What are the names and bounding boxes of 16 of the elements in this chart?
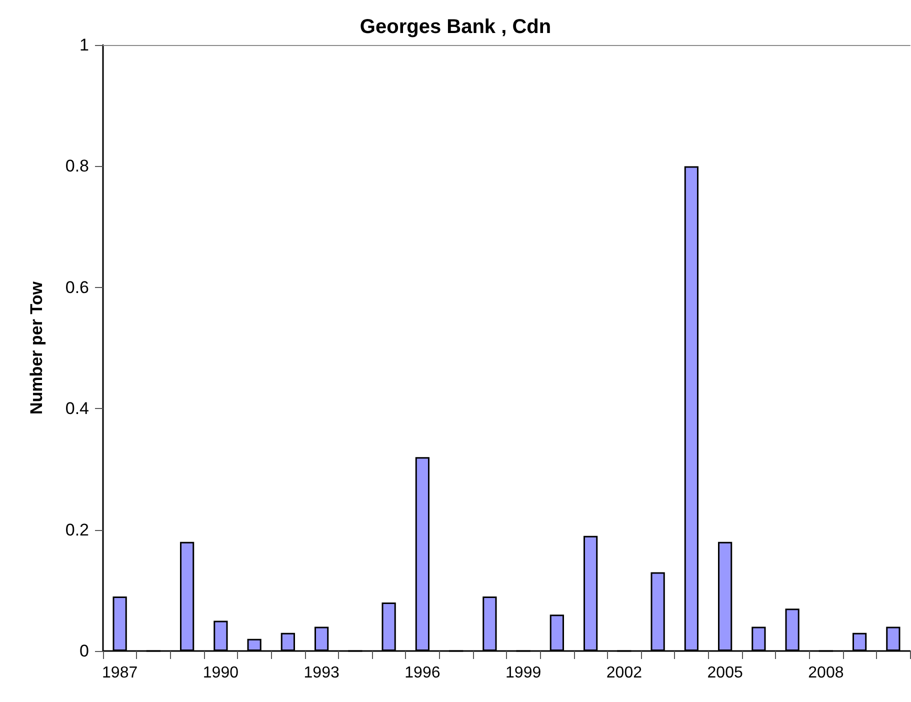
x-tick-label: 1990 [202,664,239,682]
x-tick-label: 1987 [102,664,138,682]
chart-title: Georges Bank , Cdn [360,16,552,38]
x-tick-label: 2008 [808,664,844,682]
x-tick-label: 1996 [404,664,440,682]
x-tick-label: 1993 [304,664,340,682]
x-tick-label: 1999 [506,664,542,682]
y-tick-label: 0.2 [65,520,89,540]
y-tick-label: 0.4 [65,399,89,418]
y-tick-label: 1 [80,36,89,54]
y-axis-title: Number per Tow [27,280,46,414]
y-tick-label: 0.8 [65,156,89,176]
x-tick-label: 2005 [707,664,743,682]
x-tick-label: 2002 [606,664,642,682]
y-tick-label: 0.6 [65,278,89,297]
y-tick-label: 0 [80,642,89,660]
